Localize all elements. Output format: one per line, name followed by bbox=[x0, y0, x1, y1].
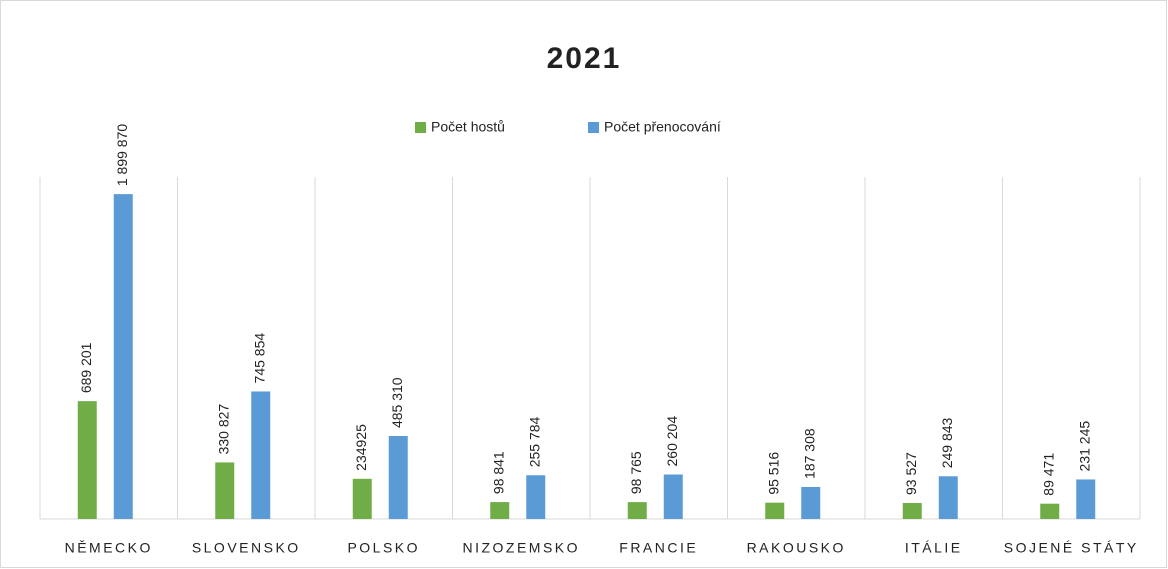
bar bbox=[352, 478, 372, 519]
data-label: 187 308 bbox=[801, 428, 817, 479]
data-label: 234925 bbox=[353, 424, 369, 471]
data-label: 93 527 bbox=[903, 452, 919, 495]
bar bbox=[765, 502, 785, 519]
bar bbox=[663, 474, 683, 519]
bar bbox=[1040, 503, 1060, 519]
bar bbox=[77, 401, 97, 519]
x-tick-label: SOJENÉ STÁTY bbox=[1004, 540, 1139, 556]
legend-label: Počet hostů bbox=[431, 119, 505, 135]
data-label: 1 899 870 bbox=[114, 124, 130, 186]
data-label: 89 471 bbox=[1040, 453, 1056, 496]
x-tick-label: SLOVENSKO bbox=[192, 540, 301, 556]
bar bbox=[251, 391, 271, 519]
x-tick-label: POLSKO bbox=[347, 540, 420, 556]
data-label: 689 201 bbox=[78, 342, 94, 393]
x-tick-label: NIZOZEMSKO bbox=[462, 540, 580, 556]
x-tick-label: NĚMECKO bbox=[65, 540, 153, 556]
legend-swatch bbox=[415, 122, 426, 133]
data-label: 98 765 bbox=[628, 451, 644, 494]
data-label: 249 843 bbox=[939, 417, 955, 468]
bar bbox=[938, 476, 958, 519]
legend-label: Počet přenocování bbox=[604, 119, 721, 135]
x-tick-label: RAKOUSKO bbox=[747, 540, 846, 556]
data-label: 485 310 bbox=[389, 377, 405, 428]
data-label: 98 841 bbox=[490, 451, 506, 494]
x-tick-label: FRANCIE bbox=[619, 540, 698, 556]
bar bbox=[215, 462, 235, 519]
data-label: 260 204 bbox=[664, 416, 680, 467]
bar bbox=[388, 436, 408, 519]
data-label: 95 516 bbox=[765, 452, 781, 495]
data-label: 330 827 bbox=[215, 404, 231, 455]
bar bbox=[113, 194, 133, 519]
x-tick-label: ITÁLIE bbox=[905, 540, 963, 556]
bar bbox=[526, 475, 546, 519]
bar bbox=[902, 503, 922, 519]
data-label: 745 854 bbox=[251, 333, 267, 384]
data-label: 255 784 bbox=[526, 416, 542, 467]
bar bbox=[627, 502, 647, 519]
bar bbox=[801, 486, 821, 519]
data-label: 231 245 bbox=[1076, 421, 1092, 472]
legend-swatch bbox=[588, 122, 599, 133]
chart-title: 2021 bbox=[547, 42, 622, 75]
bar bbox=[1076, 479, 1096, 519]
bar bbox=[490, 502, 510, 519]
